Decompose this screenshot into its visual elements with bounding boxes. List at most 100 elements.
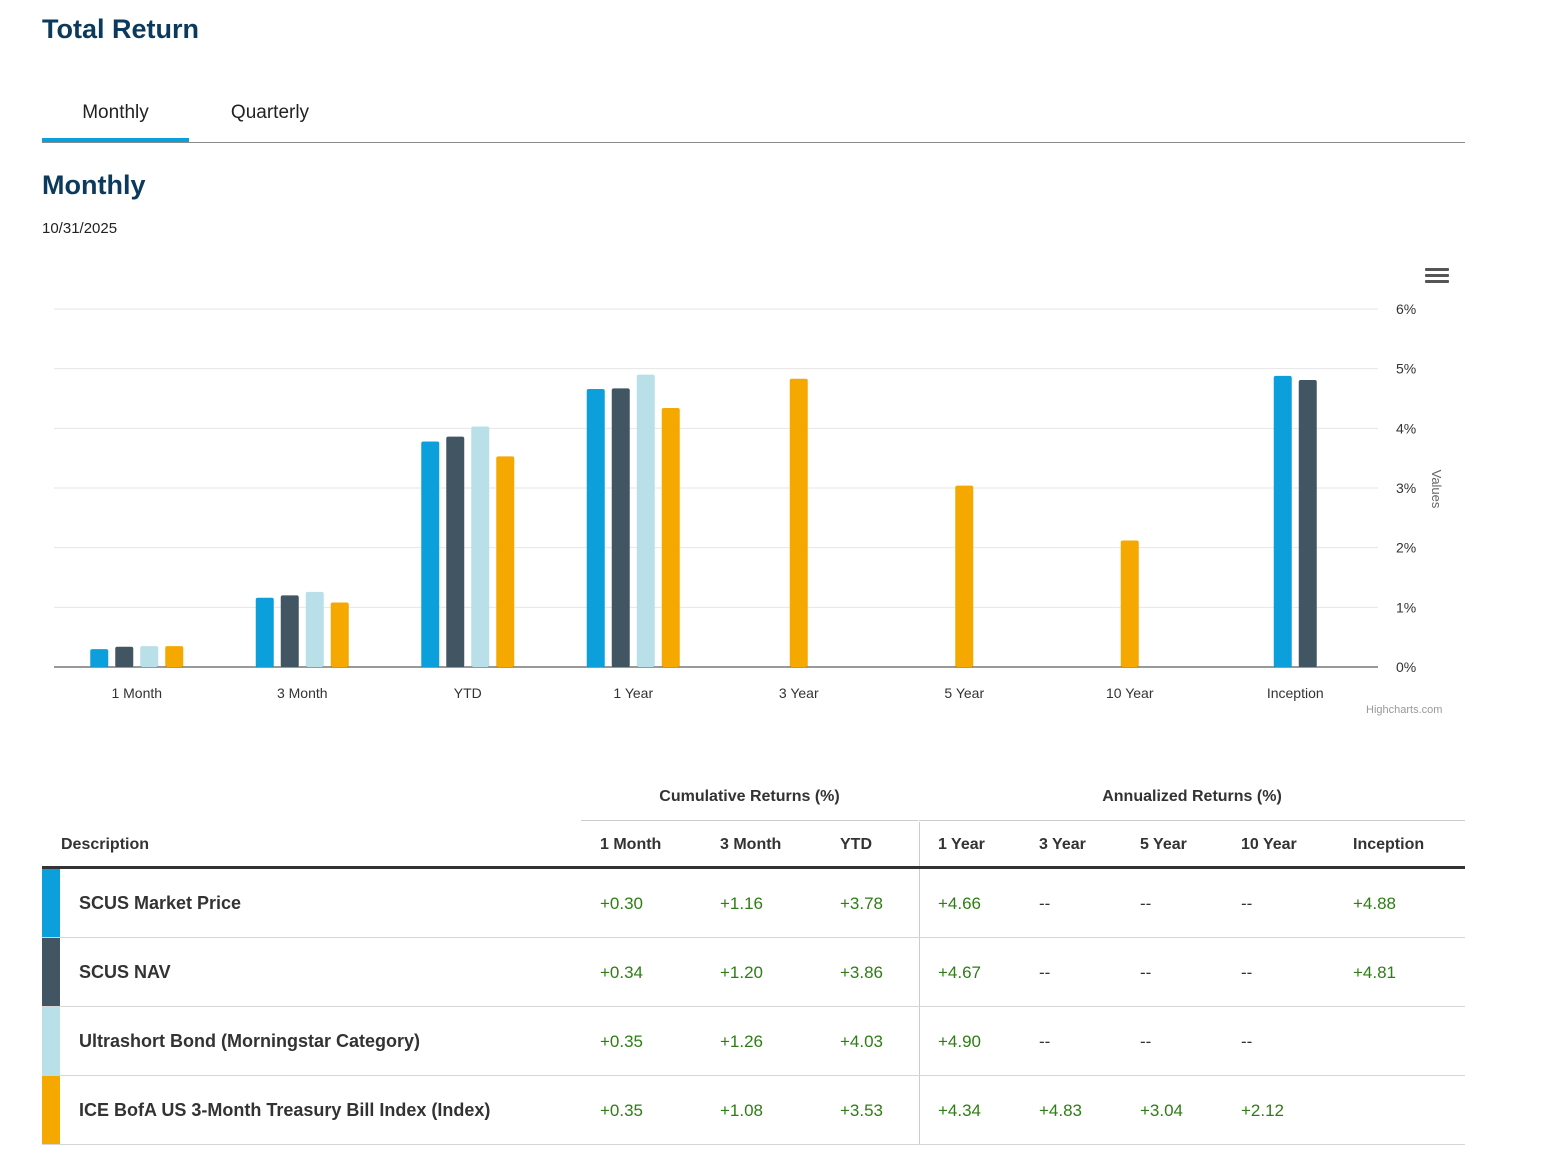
bar[interactable] [1298,380,1317,667]
tab-quarterly[interactable]: Quarterly [230,102,310,123]
table-cell: -- [1140,894,1152,913]
x-tick-label: 5 Year [944,685,984,701]
cumulative-returns-header: Cumulative Returns (%) [659,788,840,805]
x-tick-label: 3 Year [779,685,819,701]
table-cell: -- [1241,963,1253,982]
bar[interactable] [661,408,680,667]
col-header-inception: Inception [1353,836,1425,853]
table-cell: +0.35 [600,1101,644,1120]
page-title: Total Return [42,14,199,44]
table-cell: +3.86 [840,963,884,982]
y-axis-title: Values [1429,470,1444,509]
tab-bar: Monthly Quarterly [42,92,1465,143]
table-cell: +1.16 [720,894,764,913]
bar[interactable] [1273,375,1292,667]
x-tick-label: 3 Month [277,685,328,701]
y-tick-label: 5% [1396,361,1416,377]
bar[interactable] [421,441,440,667]
row-description: SCUS NAV [79,962,171,982]
x-tick-label: 10 Year [1106,685,1154,701]
section-title: Monthly [42,170,146,200]
table-cell: -- [1039,963,1051,982]
tab-monthly[interactable]: Monthly [42,92,189,142]
table-cell: +0.34 [600,963,644,982]
table-cell: -- [1039,894,1051,913]
bar[interactable] [255,597,274,667]
row-description: Ultrashort Bond (Morningstar Category) [79,1031,421,1051]
series-color-swatch [42,1076,60,1144]
table-cell: +4.67 [938,963,982,982]
bar[interactable] [636,374,655,667]
col-header-description: Description [61,836,150,853]
series-color-swatch [42,938,60,1006]
table-cell: +3.04 [1140,1101,1184,1120]
bar[interactable] [611,388,630,667]
series-color-swatch [42,869,60,937]
table-cell: +4.83 [1039,1101,1083,1120]
bar[interactable] [586,388,605,667]
series-color-swatch [42,1007,60,1075]
bar[interactable] [471,426,490,667]
table-cell: +4.34 [938,1101,982,1120]
table-cell: -- [1140,1032,1152,1051]
row-description: ICE BofA US 3-Month Treasury Bill Index … [79,1100,491,1120]
table-cell: -- [1241,1032,1253,1051]
table-cell: +4.03 [840,1032,884,1051]
table-cell: +1.20 [720,963,764,982]
bar[interactable] [140,646,159,667]
bar[interactable] [955,485,974,667]
x-tick-label: 1 Month [111,685,162,701]
y-tick-label: 2% [1396,540,1416,556]
col-header-3-year: 3 Year [1039,836,1086,853]
bar[interactable] [446,436,465,667]
bar[interactable] [115,646,134,667]
x-tick-label: Inception [1267,685,1324,701]
bar[interactable] [789,378,808,667]
y-tick-label: 3% [1396,480,1416,496]
table-cell: +4.90 [938,1032,982,1051]
bar[interactable] [330,602,349,667]
bar[interactable] [496,456,515,667]
chart-credits-link[interactable]: Highcharts.com [1366,704,1443,716]
bar[interactable] [1120,540,1139,667]
row-description: SCUS Market Price [79,893,242,913]
col-header-ytd: YTD [840,836,872,853]
table-cell: +2.12 [1241,1101,1285,1120]
bar[interactable] [165,646,184,667]
col-header-5-year: 5 Year [1140,836,1187,853]
table-row: SCUS Market Price +0.30 +1.16 +3.78 +4.66 -- -… [42,869,1465,938]
x-tick-label: YTD [454,685,482,701]
col-header-3-month: 3 Month [720,836,782,853]
table-cell: +3.78 [840,894,884,913]
annualized-divider [919,820,1465,821]
cumulative-divider [581,820,918,821]
table-cell: -- [1039,1032,1051,1051]
col-header-10-year: 10 Year [1241,836,1297,853]
column-group-divider [919,822,920,1144]
bar[interactable] [90,649,109,667]
bar[interactable] [305,591,324,667]
table-cell: +1.08 [720,1101,764,1120]
table-cell: -- [1140,963,1152,982]
table-row: SCUS NAV +0.34 +1.20 +3.86 +4.67 -- -- -- +4.81 [42,938,1465,1007]
table-row: ICE BofA US 3-Month Treasury Bill Index … [42,1076,1465,1145]
table-cell: +1.26 [720,1032,764,1051]
col-header-1-month: 1 Month [600,836,662,853]
y-tick-label: 6% [1396,301,1416,317]
table-cell: +4.66 [938,894,982,913]
returns-bar-chart: 0% 1% 2% 3% 4% 5% 6% Values 1 Month 3 Month YTD 1 Y… [54,301,1444,701]
table-cell: +0.35 [600,1032,644,1051]
group-header-row: Cumulative Returns (%) Annualized Return… [42,778,1465,822]
x-tick-label: 1 Year [613,685,653,701]
table-cell: +3.53 [840,1101,884,1120]
col-header-1-year: 1 Year [938,836,985,853]
y-tick-label: 1% [1396,599,1416,615]
table-cell: +4.88 [1353,894,1397,913]
table-cell: +4.81 [1353,963,1397,982]
table-row: Ultrashort Bond (Morningstar Category) +0… [42,1007,1465,1076]
table-cell: -- [1241,894,1253,913]
annualized-returns-header: Annualized Returns (%) [1102,788,1282,805]
as-of-date: 10/31/2025 [42,220,118,237]
bar[interactable] [280,595,299,667]
chart-menu-icon[interactable] [1425,265,1449,287]
